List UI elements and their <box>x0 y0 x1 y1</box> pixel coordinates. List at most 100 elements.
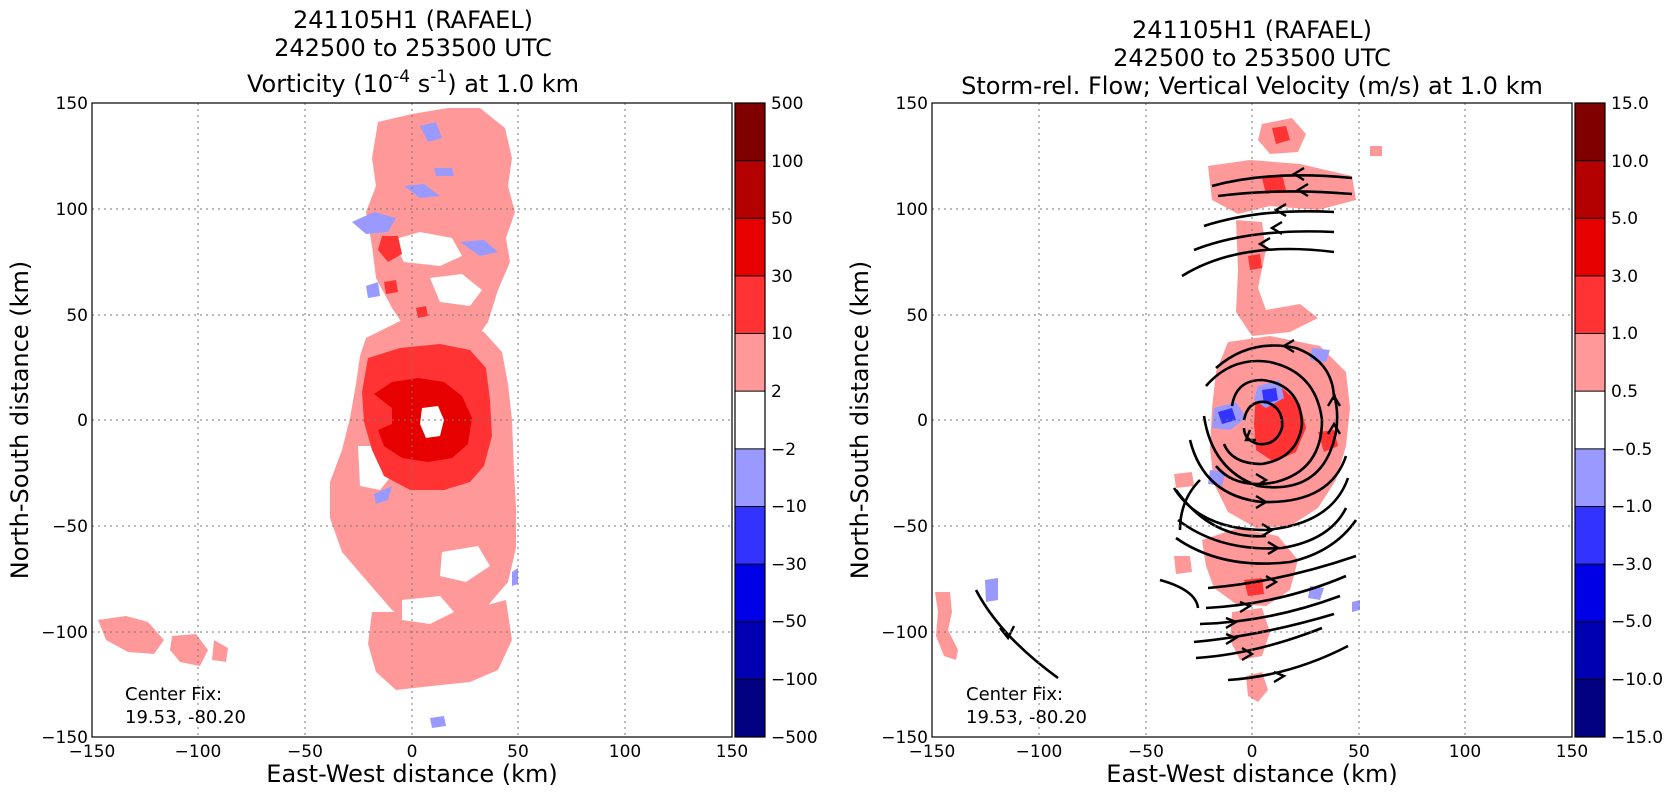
left-cbar-label-1: 500 <box>771 94 803 114</box>
streamline-23 <box>1178 479 1201 531</box>
streamline-17 <box>1205 574 1347 610</box>
arrowhead-12 <box>1267 540 1281 556</box>
streamline-16 <box>1207 554 1357 590</box>
left-plot-frame <box>91 102 733 738</box>
colorbar-segment <box>1575 275 1605 335</box>
w-patch-neg-2 <box>1218 408 1236 424</box>
left-xtick-3: −50 <box>287 742 323 762</box>
colorbar-segment <box>1575 679 1605 738</box>
left-ytick-5: 50 <box>66 306 88 326</box>
vort-neg-8 <box>512 568 518 586</box>
left-colorbar-frame <box>734 102 766 738</box>
left-title-pre: Vorticity (10 <box>247 70 393 98</box>
vort-spot-north-3 <box>416 306 428 318</box>
streamline-1 <box>1211 174 1353 188</box>
streamline-11 <box>1188 439 1348 504</box>
streamline-22 <box>1159 578 1200 609</box>
vertical-velocity-field <box>935 118 1382 702</box>
left-cbar-label-6: 2 <box>771 382 782 402</box>
right-cbar-label-3: 5.0 <box>1611 209 1638 229</box>
right-ylabel: North-South distance (km) <box>846 261 874 580</box>
vort-fragment-sw-1 <box>98 616 164 654</box>
right-xtick-6: 100 <box>1449 742 1481 762</box>
right-xtick-1: −150 <box>909 742 956 762</box>
w-patch-light-10 <box>1370 146 1382 156</box>
streamline-2 <box>1217 190 1353 198</box>
right-colorbar-labels: 15.0 10.0 5.0 3.0 1.0 0.5 −0.5 −1.0 −3.0… <box>1611 94 1663 748</box>
arrowhead-10 <box>1255 494 1269 510</box>
arrowhead-16 <box>1225 632 1239 646</box>
left-cbar-label-11: −100 <box>771 670 818 690</box>
right-ytick-6: 100 <box>896 200 928 220</box>
arrowhead-15 <box>1225 616 1239 630</box>
right-ytick-3: −50 <box>892 517 928 537</box>
right-ytick-4: 0 <box>917 411 928 431</box>
right-cbar-label-1: 15.0 <box>1611 94 1649 114</box>
left-title-line-3: Vorticity (10-4 s-1) at 1.0 km <box>247 67 579 98</box>
arrowhead-1 <box>1291 166 1305 182</box>
vort-neg-9 <box>430 716 446 728</box>
right-xticks: −150 −100 −50 0 50 100 150 <box>909 742 1589 762</box>
left-cbar-label-4: 30 <box>771 267 793 287</box>
right-xtick-2: −100 <box>1016 742 1063 762</box>
colorbar-segment <box>1575 391 1605 450</box>
colorbar-segment <box>735 218 765 277</box>
vort-neg-3 <box>434 168 454 176</box>
arrowhead-17 <box>1241 646 1255 662</box>
right-ytick-5: 50 <box>906 306 928 326</box>
w-patch-light-3 <box>1236 220 1318 336</box>
arrowhead-13 <box>1265 574 1279 590</box>
right-ytick-7: 150 <box>896 94 928 114</box>
streamline-15 <box>1175 519 1358 565</box>
vort-neg-2 <box>404 184 440 198</box>
streamline-13 <box>1174 489 1267 538</box>
w-patch-light-west <box>935 592 958 660</box>
vort-neg-4 <box>352 212 396 234</box>
streamline-18 <box>1199 594 1341 626</box>
vort-neg-5 <box>460 240 498 256</box>
colorbar-segment <box>1575 103 1605 162</box>
left-grid <box>92 103 732 737</box>
streamline-5 <box>1181 247 1335 278</box>
left-title-post: ) at 1.0 km <box>447 70 579 98</box>
vort-band-light-north <box>366 108 515 346</box>
vort-neg-6 <box>366 282 380 298</box>
w-patch-neg-8 <box>985 578 998 602</box>
left-center-fix-label: Center Fix: <box>125 684 222 705</box>
left-title-exp2: -1 <box>430 67 447 87</box>
right-title-line-2: 242500 to 253500 UTC <box>1113 44 1391 72</box>
right-cbar-label-11: −10.0 <box>1611 670 1663 690</box>
right-center-fix-coords: 19.53, -80.20 <box>966 707 1087 728</box>
right-grid <box>932 103 1572 737</box>
colorbar-segment <box>735 621 765 680</box>
streamline-8 <box>1222 378 1304 466</box>
colorbar-segment <box>1575 621 1605 680</box>
colorbar-segment <box>1575 448 1605 507</box>
left-cbar-label-12: −500 <box>771 728 818 748</box>
left-center-fix-coords: 19.53, -80.20 <box>125 707 246 728</box>
left-title-mid: s <box>410 70 430 98</box>
left-xtick-4: 0 <box>407 742 418 762</box>
left-xtick-1: −150 <box>69 742 116 762</box>
right-colorbar-frame <box>1574 102 1606 738</box>
vort-spot-north-2 <box>384 280 398 294</box>
streamline-20 <box>1195 626 1323 660</box>
vertical-velocity-panel: 241105H1 (RAFAEL) 242500 to 253500 UTC S… <box>846 16 1663 788</box>
right-ytick-1: −150 <box>881 728 928 748</box>
left-yticks: −150 −100 −50 0 50 100 150 <box>41 94 88 748</box>
vort-eye <box>420 406 444 438</box>
streamline-arrowheads <box>999 166 1342 684</box>
right-cbar-label-7: −0.5 <box>1611 440 1652 460</box>
left-cbar-label-7: −2 <box>771 440 796 460</box>
colorbar-segment <box>735 160 765 219</box>
w-patch-neg-4 <box>1262 388 1278 404</box>
vort-gap-2 <box>430 274 482 306</box>
right-cbar-label-4: 3.0 <box>1611 267 1638 287</box>
colorbar-segment <box>735 448 765 507</box>
left-ytick-4: 0 <box>77 411 88 431</box>
arrowhead-11 <box>1261 522 1275 538</box>
vort-neg-1 <box>420 122 442 142</box>
right-xtick-4: 0 <box>1247 742 1258 762</box>
colorbar-segment <box>1575 160 1605 219</box>
